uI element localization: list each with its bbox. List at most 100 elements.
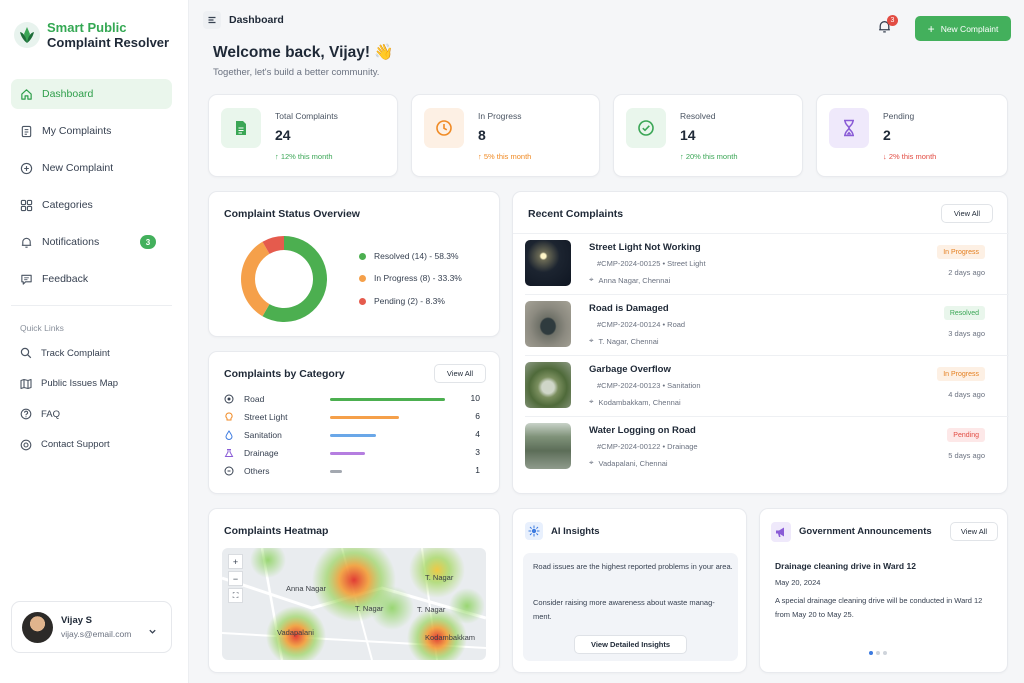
nav-item-dashboard[interactable]: Dashboard bbox=[11, 79, 172, 109]
carousel-dots[interactable] bbox=[869, 651, 887, 655]
stat-trend: ↑ 5% this month bbox=[478, 152, 532, 161]
quick-link-faq[interactable]: FAQ bbox=[11, 402, 172, 426]
card-title: Recent Complaints bbox=[528, 208, 624, 220]
donut-slice-resolved[interactable] bbox=[262, 236, 328, 322]
quick-link-track-complaint[interactable]: Track Complaint bbox=[11, 341, 172, 365]
announcement-title: Drainage cleaning drive in Ward 12 bbox=[775, 561, 916, 571]
bulb-icon bbox=[224, 412, 234, 422]
complaint-row[interactable]: Water Logging on Road #CMP-2024-00122 • … bbox=[525, 417, 997, 477]
nav-item-my-complaints[interactable]: My Complaints bbox=[11, 116, 172, 146]
card-title: Complaints Heatmap bbox=[224, 525, 329, 537]
ai-insight-2: Consider raising more awareness about wa… bbox=[533, 596, 733, 624]
category-bar bbox=[330, 452, 365, 455]
zoom-out-button[interactable]: − bbox=[228, 571, 243, 586]
complaint-row[interactable]: Road is Damaged #CMP-2024-00124 • Road ⌖… bbox=[525, 295, 997, 355]
stat-card-total[interactable]: Total Complaints 24 ↑ 12% this month bbox=[208, 94, 398, 177]
brand[interactable]: Smart Public Complaint Resolver bbox=[14, 20, 169, 50]
category-count: 6 bbox=[475, 411, 480, 421]
stat-card-in-progress[interactable]: In Progress 8 ↑ 5% this month bbox=[411, 94, 600, 177]
map-label: T. Nagar bbox=[355, 604, 384, 613]
category-row[interactable]: Drainage 3 bbox=[224, 446, 480, 460]
category-view-all-button[interactable]: View All bbox=[434, 364, 486, 383]
complaint-time: 4 days ago bbox=[948, 390, 985, 399]
legend-dot bbox=[359, 297, 366, 305]
fullscreen-button[interactable]: ⛶ bbox=[228, 588, 243, 603]
category-label: Sanitation bbox=[244, 430, 282, 440]
stat-label: Total Complaints bbox=[275, 111, 338, 121]
complaint-row[interactable]: Street Light Not Working #CMP-2024-00125… bbox=[525, 234, 997, 294]
complaint-meta: #CMP-2024-00125 • Street Light bbox=[597, 259, 706, 268]
nav-item-categories[interactable]: Categories bbox=[11, 190, 172, 220]
recent-complaints-card: Recent Complaints View All Street Light … bbox=[512, 191, 1009, 494]
nav-item-new-complaint[interactable]: New Complaint bbox=[11, 153, 172, 183]
category-row[interactable]: Others 1 bbox=[224, 464, 480, 478]
chevron-down-icon[interactable] bbox=[148, 623, 157, 641]
complaint-location: ⌖ Anna Nagar, Chennai bbox=[589, 275, 670, 285]
drainage-icon bbox=[224, 448, 234, 458]
zoom-in-button[interactable]: + bbox=[228, 554, 243, 569]
check-circle-icon bbox=[626, 108, 666, 148]
status-overview-card: Complaint Status Overview Resolved (14) … bbox=[208, 191, 500, 337]
nav-item-feedback[interactable]: Feedback bbox=[11, 264, 172, 294]
new-complaint-button[interactable]: + New Complaint bbox=[915, 16, 1011, 41]
quick-link-public-issues-map[interactable]: Public Issues Map bbox=[11, 372, 172, 396]
complaint-row[interactable]: Garbage Overflow #CMP-2024-00123 • Sanit… bbox=[525, 356, 997, 416]
sidebar-divider bbox=[11, 305, 172, 306]
carousel-dot[interactable] bbox=[876, 651, 880, 655]
heatmap-card: Complaints Heatmap bbox=[208, 508, 500, 673]
legend-item-resolved: Resolved (14) - 58.3% bbox=[359, 251, 459, 261]
complaint-location: ⌖ Kodambakkam, Chennai bbox=[589, 397, 681, 407]
quick-link-contact-support[interactable]: Contact Support bbox=[11, 433, 172, 457]
status-badge: Resolved bbox=[943, 306, 985, 320]
complaint-meta: #CMP-2024-00123 • Sanitation bbox=[597, 381, 701, 390]
stat-card-pending[interactable]: Pending 2 ↓ 2% this month bbox=[816, 94, 1008, 177]
ai-insight-1: Road issues are the highest reported pro… bbox=[533, 562, 733, 571]
support-icon bbox=[19, 438, 32, 451]
category-row[interactable]: Sanitation 4 bbox=[224, 428, 480, 442]
donut-slice-in-progress[interactable] bbox=[241, 241, 270, 317]
complaint-thumbnail bbox=[525, 301, 571, 347]
page-title: Dashboard bbox=[229, 14, 284, 26]
map-label: T. Nagar bbox=[417, 605, 446, 614]
category-row[interactable]: Street Light 6 bbox=[224, 410, 480, 424]
stat-value: 8 bbox=[478, 127, 486, 143]
location-text: Vadapalani, Chennai bbox=[598, 458, 668, 468]
category-row[interactable]: Road 10 bbox=[224, 392, 480, 406]
stat-label: Pending bbox=[883, 111, 915, 121]
category-bar bbox=[330, 416, 399, 419]
user-email: vijay.s@email.com bbox=[61, 629, 132, 639]
divider bbox=[525, 416, 1009, 417]
menu-toggle-button[interactable] bbox=[203, 11, 221, 29]
card-title: Complaint Status Overview bbox=[224, 208, 360, 220]
announcements-view-all-button[interactable]: View All bbox=[950, 522, 998, 541]
category-bar bbox=[330, 470, 342, 473]
quick-link-label: Public Issues Map bbox=[41, 378, 119, 389]
complaint-thumbnail bbox=[525, 362, 571, 408]
legend-label: In Progress (8) - 33.3% bbox=[374, 273, 462, 283]
pin-icon: ⌖ bbox=[589, 275, 594, 284]
nav-label: Notifications bbox=[42, 236, 100, 248]
carousel-dot[interactable] bbox=[883, 651, 887, 655]
legend-label: Pending (2) - 8.3% bbox=[374, 296, 445, 306]
complaint-time: 5 days ago bbox=[948, 451, 985, 460]
nav-item-notifications[interactable]: Notifications 3 bbox=[11, 227, 172, 257]
stat-label: Resolved bbox=[680, 111, 716, 121]
category-label: Street Light bbox=[244, 412, 288, 422]
ai-insight-2-line2: ment. bbox=[533, 612, 552, 621]
carousel-dot-active[interactable] bbox=[869, 651, 873, 655]
view-detailed-insights-button[interactable]: View Detailed Insights bbox=[574, 635, 687, 654]
user-profile-card[interactable]: Vijay S vijay.s@email.com bbox=[11, 601, 172, 653]
pin-icon: ⌖ bbox=[589, 336, 594, 345]
user-name: Vijay S bbox=[61, 615, 92, 626]
recent-view-all-button[interactable]: View All bbox=[941, 204, 993, 223]
donut-slice-pending[interactable] bbox=[262, 236, 285, 254]
category-label: Drainage bbox=[244, 448, 279, 458]
notifications-bell-icon[interactable] bbox=[877, 19, 892, 39]
heatmap-map[interactable]: Anna Nagar T. Nagar T. Nagar T. Nagar Va… bbox=[222, 548, 486, 660]
status-badge: In Progress bbox=[937, 367, 985, 381]
map-label: Vadapalani bbox=[277, 628, 314, 637]
new-complaint-label: New Complaint bbox=[940, 23, 999, 34]
location-text: T. Nagar, Chennai bbox=[598, 336, 659, 346]
category-count: 10 bbox=[470, 393, 480, 403]
stat-card-resolved[interactable]: Resolved 14 ↑ 20% this month bbox=[613, 94, 803, 177]
